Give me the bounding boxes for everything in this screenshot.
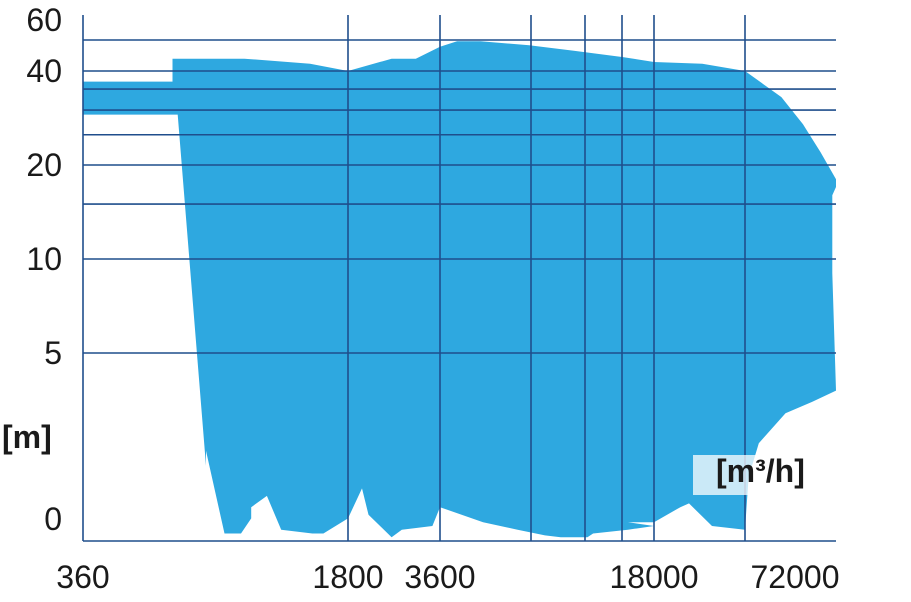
y-tick-label: 40: [26, 53, 62, 89]
y-tick-label: 5: [44, 335, 62, 371]
x-axis-label-backdrop: [693, 455, 833, 495]
x-axis-label: [m³/h]: [716, 453, 805, 489]
y-tick-labels: 0 5 10 20 40 60: [26, 2, 62, 537]
x-tick-label: 1800: [312, 559, 383, 595]
y-tick-label: 20: [26, 147, 62, 183]
y-tick-label: 60: [26, 2, 62, 38]
y-tick-label: 0: [44, 501, 62, 537]
grid-layer: [82, 15, 836, 542]
x-tick-label: 360: [56, 559, 109, 595]
x-tick-label: 3600: [404, 559, 475, 595]
x-tick-label: 72000: [751, 559, 840, 595]
y-axis-label: [m]: [2, 419, 52, 455]
x-tick-labels: 360 1800 3600 18000 72000: [56, 559, 839, 595]
x-tick-label: 18000: [610, 559, 699, 595]
y-tick-label: 10: [26, 241, 62, 277]
